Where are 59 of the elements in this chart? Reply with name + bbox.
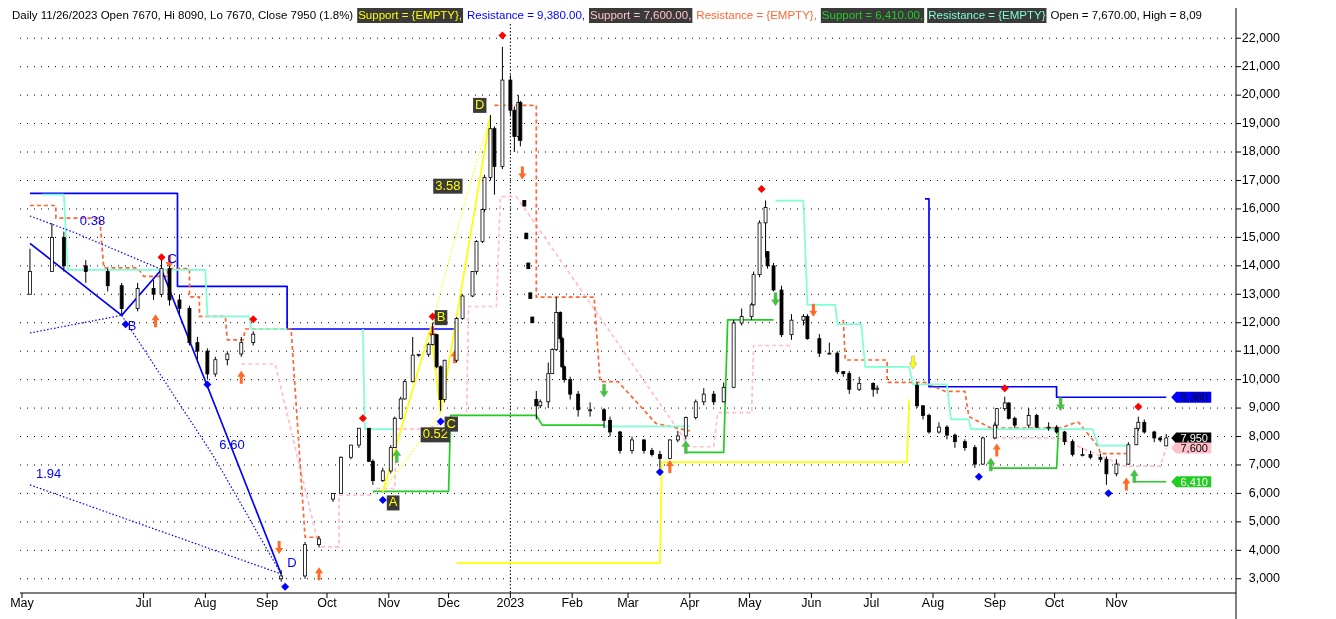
y-tick-label: 11,000	[1242, 343, 1281, 358]
annotation: B	[436, 309, 446, 325]
x-tick-label: Sep	[983, 596, 1006, 610]
text: Support = 7,600.00,	[590, 9, 692, 21]
x-tick-label: Dec	[437, 596, 460, 610]
annotation: D	[287, 554, 297, 570]
x-tick-label: Mar	[617, 596, 639, 610]
annotation: B	[127, 318, 137, 334]
y-tick-label: 8,000	[1248, 428, 1281, 443]
annotation: 6,410	[1180, 475, 1208, 488]
text: Resistance = {EMPTY},	[696, 9, 817, 21]
x-tick-label: Jul	[135, 596, 152, 610]
x-tick-label: Feb	[561, 596, 583, 610]
y-tick-label: 9,000	[1248, 400, 1281, 415]
x-tick-label: May	[10, 596, 35, 610]
x-tick-label: 2023	[496, 596, 525, 610]
y-tick-label: 12,000	[1241, 315, 1281, 330]
annotation: D	[475, 96, 485, 112]
text: Open = 7,670.00, High = 8,09	[1050, 9, 1203, 21]
y-tick-label: 15,000	[1241, 229, 1281, 244]
y-tick-label: 5,000	[1248, 514, 1281, 529]
text: Resistance = {EMPTY}	[928, 9, 1046, 21]
y-tick-label: 21,000	[1241, 58, 1281, 73]
y-tick-label: 22,000	[1241, 30, 1281, 45]
x-tick-label: Oct	[1044, 596, 1065, 610]
y-tick-label: 3,000	[1248, 571, 1281, 586]
y-tick-label: 4,000	[1248, 542, 1281, 557]
x-tick-label: Nov	[377, 596, 401, 610]
x-tick-label: Apr	[680, 596, 700, 610]
y-tick-label: 6,000	[1248, 485, 1281, 500]
y-tick-label: 17,000	[1241, 172, 1281, 187]
x-tick-label: Nov	[1105, 596, 1129, 610]
y-tick-label: 7,000	[1248, 457, 1281, 472]
annotation: 1.94	[35, 465, 62, 481]
x-tick-label: Sep	[256, 596, 279, 610]
annotation: 3.58	[435, 177, 461, 193]
y-tick-label: 13,000	[1241, 286, 1281, 301]
y-tick-label: 10,000	[1241, 371, 1281, 386]
x-tick-label: Oct	[317, 596, 338, 610]
annotation: C	[446, 415, 457, 431]
y-tick-label: 19,000	[1241, 115, 1281, 130]
x-tick-label: Aug	[194, 596, 217, 610]
x-tick-label: Aug	[921, 596, 945, 610]
annotation: 9,380	[1180, 391, 1208, 404]
y-tick-label: 18,000	[1241, 144, 1281, 159]
annotation: A	[388, 494, 398, 510]
text: Support = {EMPTY},	[358, 9, 463, 21]
y-tick-label: 20,000	[1241, 87, 1281, 102]
x-tick-label: Jun	[801, 596, 822, 610]
x-tick-label: Jul	[863, 596, 880, 610]
annotation: 0.38	[79, 213, 106, 229]
chart-title: Daily 11/26/2023 Open 7670, Hi 8090, Lo 7670, Close 7950 (1.8%)	[12, 9, 354, 21]
annotation: 0.52	[422, 426, 449, 442]
y-tick-label: 14,000	[1241, 258, 1281, 273]
text: Resistance = 9,380.00,	[467, 9, 586, 21]
x-tick-label: May	[737, 596, 763, 610]
text: Support = 6,410.00,	[821, 9, 924, 21]
y-tick-label: 16,000	[1241, 201, 1281, 216]
annotation: 7,950	[1180, 431, 1208, 444]
